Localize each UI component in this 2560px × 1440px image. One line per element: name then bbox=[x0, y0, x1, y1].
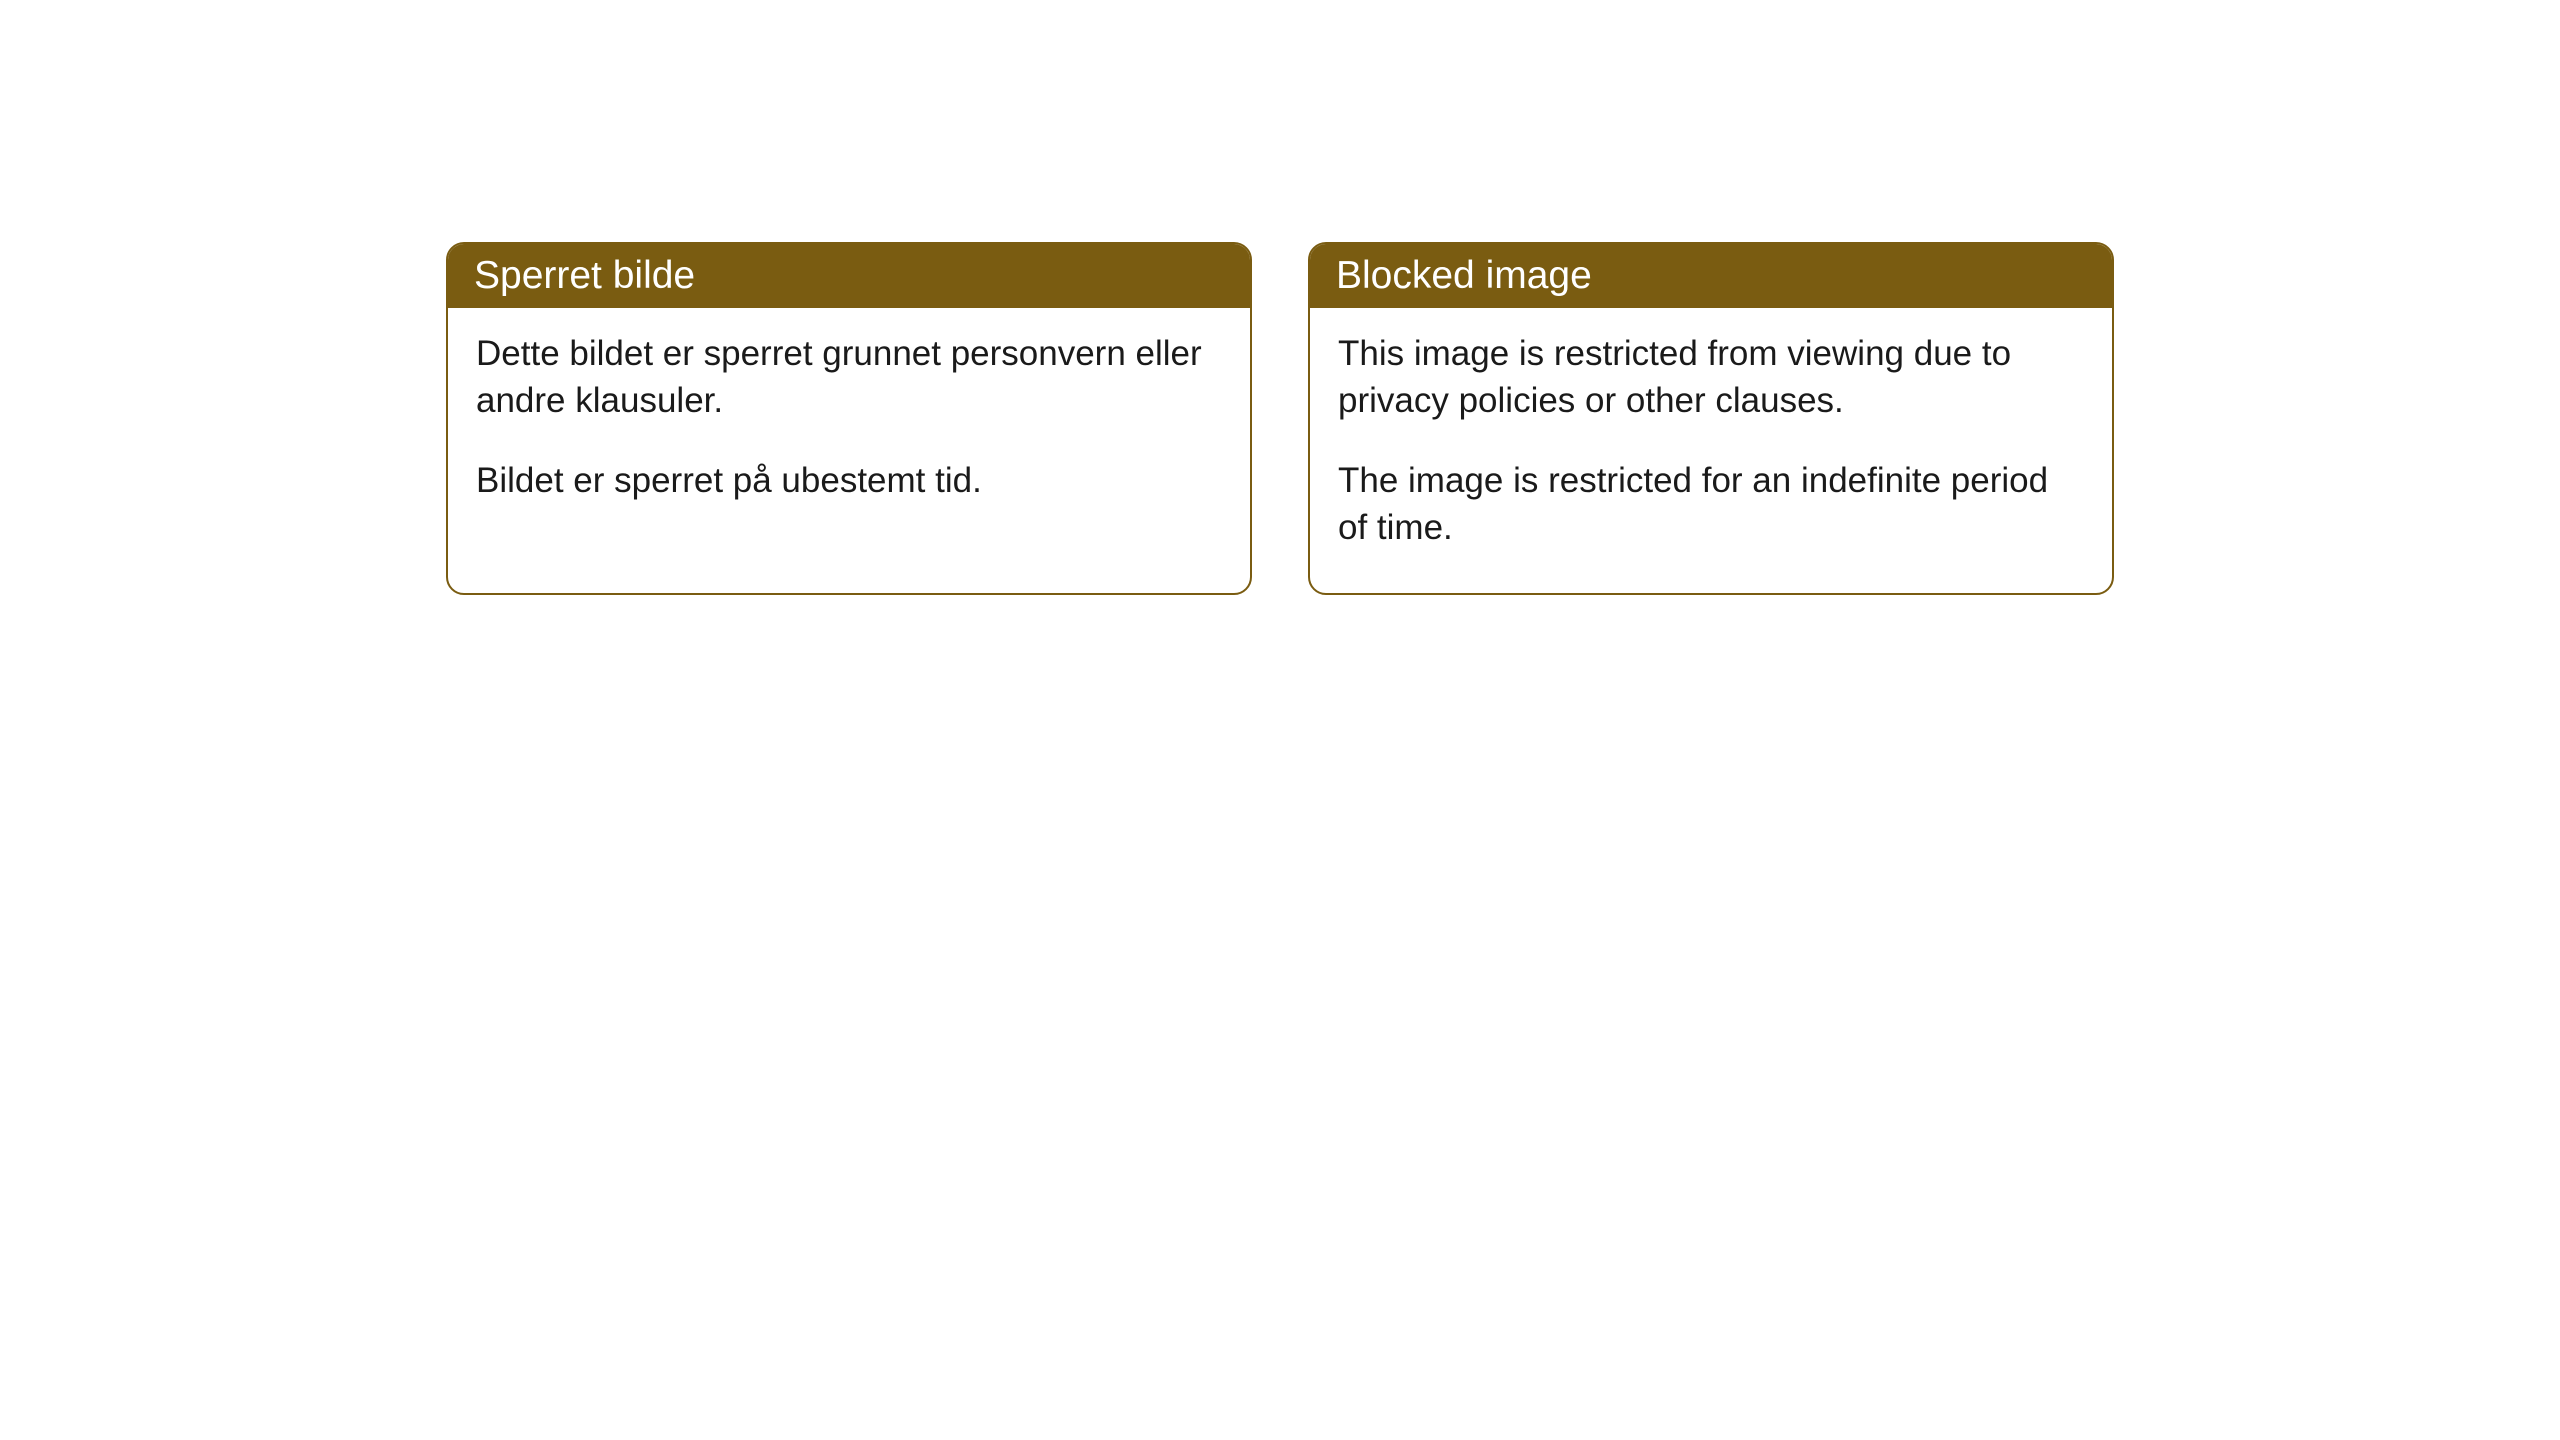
card-para2-en: The image is restricted for an indefinit… bbox=[1338, 457, 2084, 552]
notice-cards-container: Sperret bilde Dette bildet er sperret gr… bbox=[0, 0, 2560, 595]
card-para2-no: Bildet er sperret på ubestemt tid. bbox=[476, 457, 1222, 504]
blocked-image-card-no: Sperret bilde Dette bildet er sperret gr… bbox=[446, 242, 1252, 595]
blocked-image-card-en: Blocked image This image is restricted f… bbox=[1308, 242, 2114, 595]
card-body-en: This image is restricted from viewing du… bbox=[1310, 308, 2112, 593]
card-body-no: Dette bildet er sperret grunnet personve… bbox=[448, 308, 1250, 546]
card-para1-en: This image is restricted from viewing du… bbox=[1338, 330, 2084, 425]
card-title-no: Sperret bilde bbox=[448, 244, 1250, 308]
card-title-en: Blocked image bbox=[1310, 244, 2112, 308]
card-para1-no: Dette bildet er sperret grunnet personve… bbox=[476, 330, 1222, 425]
